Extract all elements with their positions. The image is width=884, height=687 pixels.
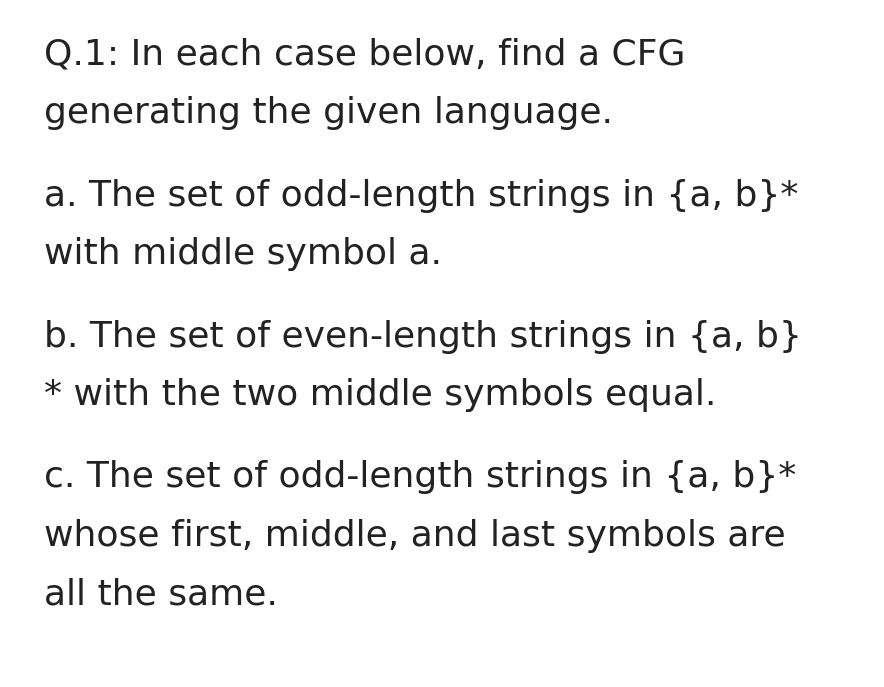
- Text: with middle symbol a.: with middle symbol a.: [44, 237, 442, 271]
- Text: all the same.: all the same.: [44, 577, 278, 611]
- Text: whose first, middle, and last symbols are: whose first, middle, and last symbols ar…: [44, 519, 786, 553]
- Text: c. The set of odd-length strings in {a, b}*: c. The set of odd-length strings in {a, …: [44, 460, 796, 495]
- Text: generating the given language.: generating the given language.: [44, 96, 613, 131]
- Text: Q.1: In each case below, find a CFG: Q.1: In each case below, find a CFG: [44, 38, 686, 72]
- Text: a. The set of odd-length strings in {a, b}*: a. The set of odd-length strings in {a, …: [44, 179, 798, 213]
- Text: * with the two middle symbols equal.: * with the two middle symbols equal.: [44, 378, 717, 412]
- Text: b. The set of even-length strings in {a, b}: b. The set of even-length strings in {a,…: [44, 319, 802, 354]
